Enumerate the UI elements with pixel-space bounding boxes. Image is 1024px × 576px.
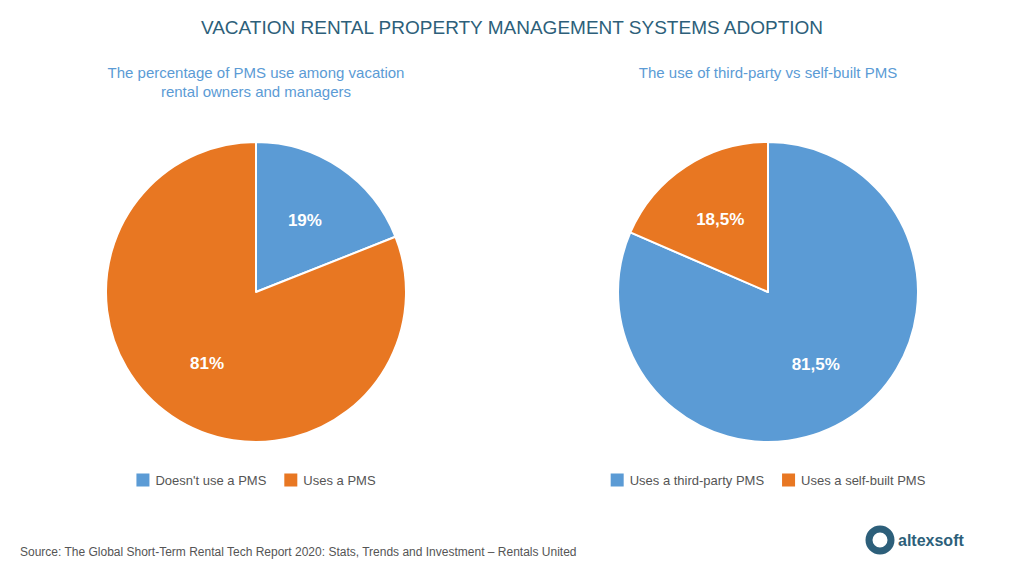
data-labels: 19% 81% (190, 211, 322, 374)
legend: Uses a third-party PMS Uses a self-built … (611, 473, 926, 488)
pie-title-line: The percentage of PMS use among vacation (108, 64, 405, 81)
pie-chart: The percentage of PMS use among vacation… (106, 64, 406, 488)
pie-slice (106, 142, 406, 442)
legend-item: Uses a PMS (284, 473, 376, 488)
main-title: VACATION RENTAL PROPERTY MANAGEMENT SYST… (201, 17, 823, 38)
data-label: 81,5% (792, 355, 840, 374)
logo-icon (869, 529, 891, 551)
legend-label: Doesn't use a PMS (155, 473, 266, 488)
legend-swatch (284, 474, 297, 487)
pie-title: The percentage of PMS use among vacation… (108, 64, 405, 100)
legend-item: Uses a third-party PMS (611, 473, 765, 488)
legend-item: Uses a self-built PMS (782, 473, 926, 488)
pie-title-line: rental owners and managers (161, 83, 351, 100)
data-labels: 81,5% 18,5% (696, 210, 840, 374)
chart-svg: VACATION RENTAL PROPERTY MANAGEMENT SYST… (0, 0, 1024, 576)
slices (618, 142, 918, 442)
legend: Doesn't use a PMS Uses a PMS (136, 473, 375, 488)
logo-text: altexsoft (898, 532, 964, 549)
data-label: 81% (190, 354, 224, 373)
chart-root: VACATION RENTAL PROPERTY MANAGEMENT SYST… (0, 0, 1024, 576)
pie-title: The use of third-party vs self-built PMS (639, 64, 897, 81)
legend-label: Uses a third-party PMS (630, 473, 765, 488)
pie-slice (618, 142, 918, 442)
pie-slice (630, 142, 768, 292)
legend-item: Doesn't use a PMS (136, 473, 266, 488)
pie-title-line: The use of third-party vs self-built PMS (639, 64, 897, 81)
source-note: Source: The Global Short-Term Rental Tec… (20, 545, 577, 559)
logo: altexsoft (869, 529, 964, 551)
slices (106, 142, 406, 442)
legend-label: Uses a self-built PMS (801, 473, 926, 488)
legend-swatch (611, 474, 624, 487)
legend-label: Uses a PMS (303, 473, 376, 488)
pie-chart: The use of third-party vs self-built PMS… (611, 64, 926, 488)
data-label: 18,5% (696, 210, 744, 229)
legend-swatch (136, 474, 149, 487)
legend-swatch (782, 474, 795, 487)
data-label: 19% (288, 211, 322, 230)
